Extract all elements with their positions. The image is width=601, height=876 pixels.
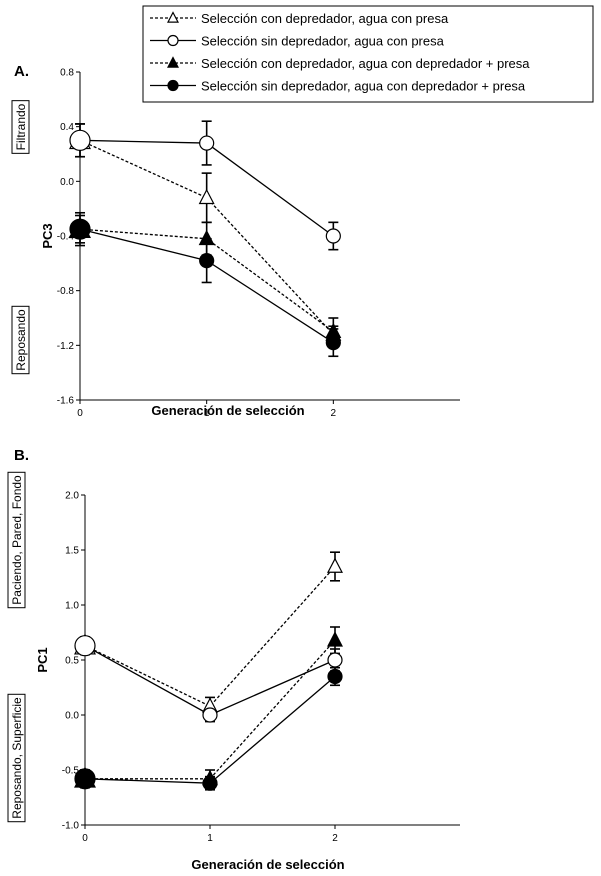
legend-marker-1 <box>167 11 179 23</box>
data-point-2 <box>202 707 218 723</box>
panel-b: B. -1.0 -0.5 0.0 0.5 1.0 1.5 2.0 0 1 2 Paciendo, P… <box>7 447 460 872</box>
y-tick-label: -0.8 <box>57 286 75 297</box>
bottom-side-label-box <box>11 305 30 375</box>
legend-label-4: Selección sin depredador, agua con depre… <box>201 79 526 94</box>
bottom-side-label-box <box>7 693 26 823</box>
series-line-1 <box>79 139 334 335</box>
y-tick-label: -0.4 <box>57 232 75 243</box>
y-tick-label: -1.0 <box>62 821 80 832</box>
data-point-4 <box>199 253 215 269</box>
legend-box <box>142 5 594 103</box>
data-point-2 <box>327 652 343 668</box>
x-tick-label: 2 <box>332 833 338 844</box>
legend-label-3: Selección con depredador, agua con depre… <box>201 56 530 71</box>
y-tick-label: 0.8 <box>60 68 74 79</box>
data-point-1 <box>327 557 343 573</box>
panel-a-xlabel: Generación de selección <box>151 403 304 418</box>
data-point-1 <box>198 188 215 205</box>
data-point-2 <box>199 135 215 151</box>
y-tick-label: -1.2 <box>57 341 75 352</box>
x-tick-label: 1 <box>204 408 210 419</box>
data-point-4 <box>325 335 341 351</box>
legend: Selección con depredador, agua con presa… <box>142 5 594 103</box>
top-side-label-box <box>11 100 30 154</box>
data-point-3 <box>327 631 343 647</box>
panel-a-ylabel: PC3 <box>40 223 55 248</box>
data-point-2 <box>325 228 341 244</box>
top-side-label: Paciendo, Pared, Fondo <box>7 471 26 609</box>
legend-marker-2 <box>167 34 179 47</box>
x-tick-label: 0 <box>77 408 83 419</box>
x-tick-label: 1 <box>207 833 213 844</box>
bottom-side-label: Reposando <box>11 305 30 375</box>
legend-label-1: Selección con depredador, agua con presa <box>201 11 449 26</box>
series-line-4 <box>84 676 336 784</box>
data-point-4 <box>327 668 343 685</box>
data-point-2 <box>69 129 91 151</box>
top-side-label: Filtrando <box>11 100 30 154</box>
data-point-4 <box>202 775 218 791</box>
bottom-side-label-text: Reposando, Superficie <box>10 697 24 819</box>
bottom-side-label: Reposando, Superficie <box>7 693 26 823</box>
y-tick-label: 0.0 <box>60 177 74 188</box>
series-line-1 <box>84 566 336 707</box>
panel-a-letter: A. <box>14 63 29 80</box>
x-tick-label: 0 <box>82 833 88 844</box>
top-side-label-text: Filtrando <box>14 103 28 150</box>
panel-b-ylabel: PC1 <box>35 647 50 672</box>
y-tick-label: 0.0 <box>65 711 79 722</box>
data-point-4 <box>69 218 91 240</box>
panel-b-letter: B. <box>14 447 29 464</box>
y-tick-label: 2.0 <box>65 491 79 502</box>
data-point-4 <box>74 768 96 790</box>
data-point-3 <box>198 229 215 246</box>
top-side-label-text: Paciendo, Pared, Fondo <box>10 475 24 605</box>
legend-label-2: Selección sin depredador, agua con presa <box>201 34 445 49</box>
y-tick-label: 0.5 <box>65 656 79 667</box>
y-tick-label: 1.0 <box>65 601 79 612</box>
y-tick-label: -0.5 <box>62 766 80 777</box>
panel-a: A. -1.6 -1.2 -0.8 -0.4 0.0 0.4 0.8 0 1 2 Filtrando… <box>11 63 460 419</box>
legend-marker-4 <box>167 79 179 92</box>
x-tick-label: 2 <box>331 408 337 419</box>
y-tick-label: -1.6 <box>57 396 75 407</box>
panel-b-xlabel: Generación de selección <box>191 857 344 872</box>
y-tick-label: 0.4 <box>60 122 74 133</box>
legend-marker-3 <box>167 56 179 68</box>
bottom-side-label-text: Reposando <box>14 309 28 371</box>
top-side-label-box <box>7 471 26 609</box>
y-tick-label: 1.5 <box>65 546 79 557</box>
data-point-2 <box>74 635 96 657</box>
